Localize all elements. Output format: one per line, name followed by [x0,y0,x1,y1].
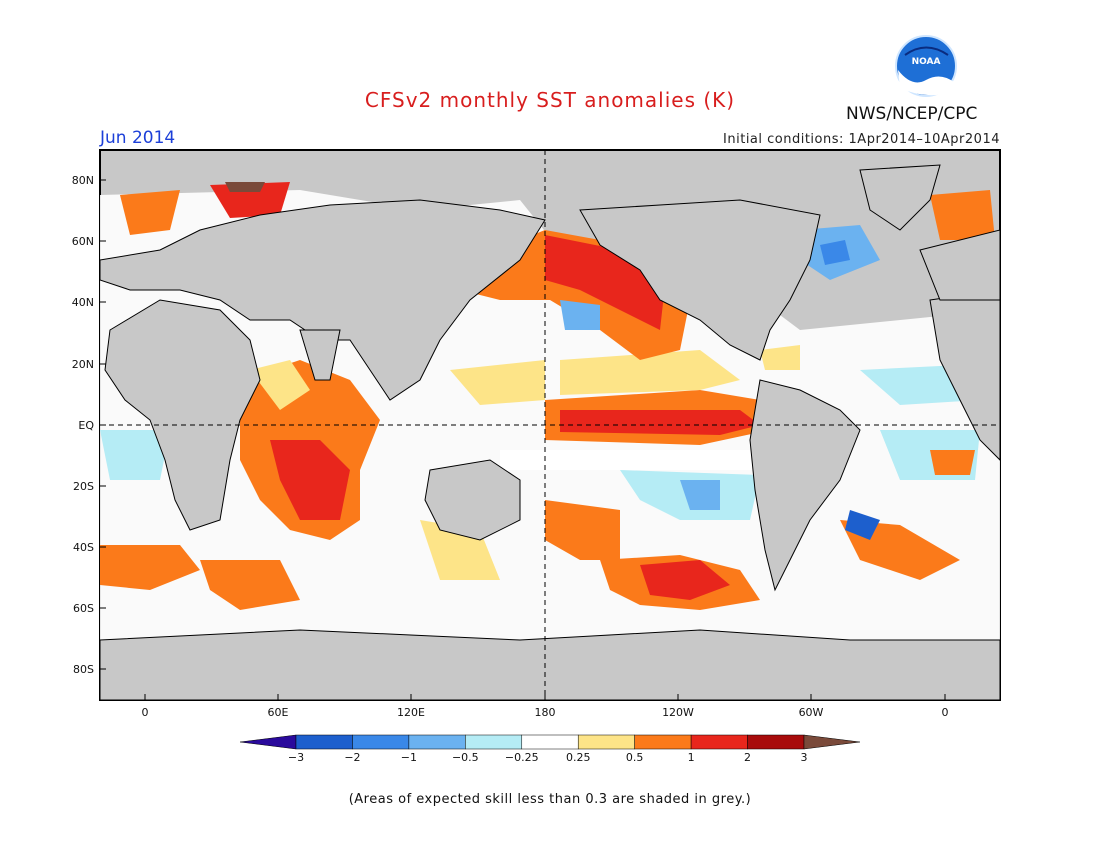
colorbar-segment [521,734,579,750]
colorbar-segment [690,734,748,750]
colorbar-segment [634,734,692,750]
colorbar-tick-label: −0.25 [505,751,539,764]
colorbar-segment [408,734,466,750]
lon-label-0-right: 0 [942,706,949,719]
lat-label-60s: 60S [73,602,94,615]
colorbar-tick-label: 1 [688,751,695,764]
initial-conditions: Initial conditions: 1Apr2014–10Apr2014 [723,132,1000,147]
colorbar-tick-label: −0.5 [452,751,479,764]
map-title: CFSv2 monthly SST anomalies (K) [364,88,736,112]
lat-label-60n: 60N [72,235,94,248]
forecast-month: Jun 2014 [100,128,176,148]
colorbar-segment [577,734,635,750]
axis-ticks [100,179,946,700]
noaa-logo: NOAA [895,35,957,97]
colorbar-tick-label: −3 [288,751,304,764]
colorbar-tick-label: 3 [801,751,808,764]
lon-label-180: 180 [535,706,556,719]
colorbar-min-triangle [239,734,297,750]
lat-label-40n: 40N [72,296,94,309]
colorbar-tick-label: 0.25 [566,751,591,764]
lon-label-60e: 60E [268,706,289,719]
skill-footnote: (Areas of expected skill less than 0.3 a… [348,792,752,807]
lon-label-120w: 120W [662,706,694,719]
colorbar: −3 −2 −1 −0.5 −0.25 0.25 0.5 1 2 3 [239,734,861,764]
colorbar-tick-label: 0.5 [626,751,644,764]
colorbar-tick-label: −1 [401,751,417,764]
lat-label-eq: EQ [78,419,94,432]
colorbar-segment [352,734,410,750]
lon-label-0-left: 0 [142,706,149,719]
lon-label-120e: 120E [397,706,425,719]
colorbar-segment [747,734,805,750]
colorbar-max-triangle [803,734,861,750]
colorbar-segment [465,734,523,750]
lat-label-80n: 80N [72,174,94,187]
lat-label-20s: 20S [73,480,94,493]
colorbar-segment [295,734,353,750]
colorbar-tick-label: 2 [744,751,751,764]
lat-label-40s: 40S [73,541,94,554]
anomaly-fields [100,164,1000,700]
lon-label-60w: 60W [799,706,824,719]
lat-label-80s: 80S [73,663,94,676]
logo-text: NOAA [912,57,941,67]
continents [100,164,1000,700]
agency-label: NWS/NCEP/CPC [846,104,978,124]
lat-label-20n: 20N [72,358,94,371]
colorbar-tick-label: −2 [344,751,360,764]
